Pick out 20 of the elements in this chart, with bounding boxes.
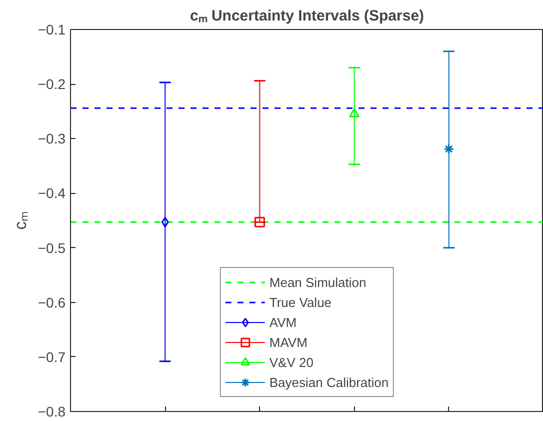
- y-tick-label: −0.7: [38, 348, 66, 365]
- point: [349, 108, 360, 118]
- point: [254, 216, 265, 228]
- y-tick-label: −0.1: [38, 22, 66, 38]
- chart-title: cₘ Uncertainty Intervals (Sparse): [190, 8, 424, 24]
- point: [161, 216, 169, 228]
- legend-label: V&V 20: [269, 354, 314, 370]
- legend-label: MAVM: [269, 334, 308, 350]
- y-tick-label: −0.5: [38, 240, 66, 256]
- y-tick-label: −0.6: [38, 294, 66, 310]
- legend-label: AVM: [269, 314, 297, 330]
- y-tick-label: −0.4: [38, 185, 66, 202]
- legend-label: Bayesian Calibration: [269, 374, 389, 390]
- legend-label: True Value: [269, 294, 332, 310]
- y-tick-label: −0.3: [38, 130, 66, 147]
- y-tick-label: −0.2: [38, 76, 66, 92]
- y-axis-title: cₘ: [10, 211, 30, 230]
- point: [444, 144, 454, 154]
- legend-label: Mean Simulation: [269, 274, 366, 290]
- y-tick-label: −0.8: [38, 404, 66, 420]
